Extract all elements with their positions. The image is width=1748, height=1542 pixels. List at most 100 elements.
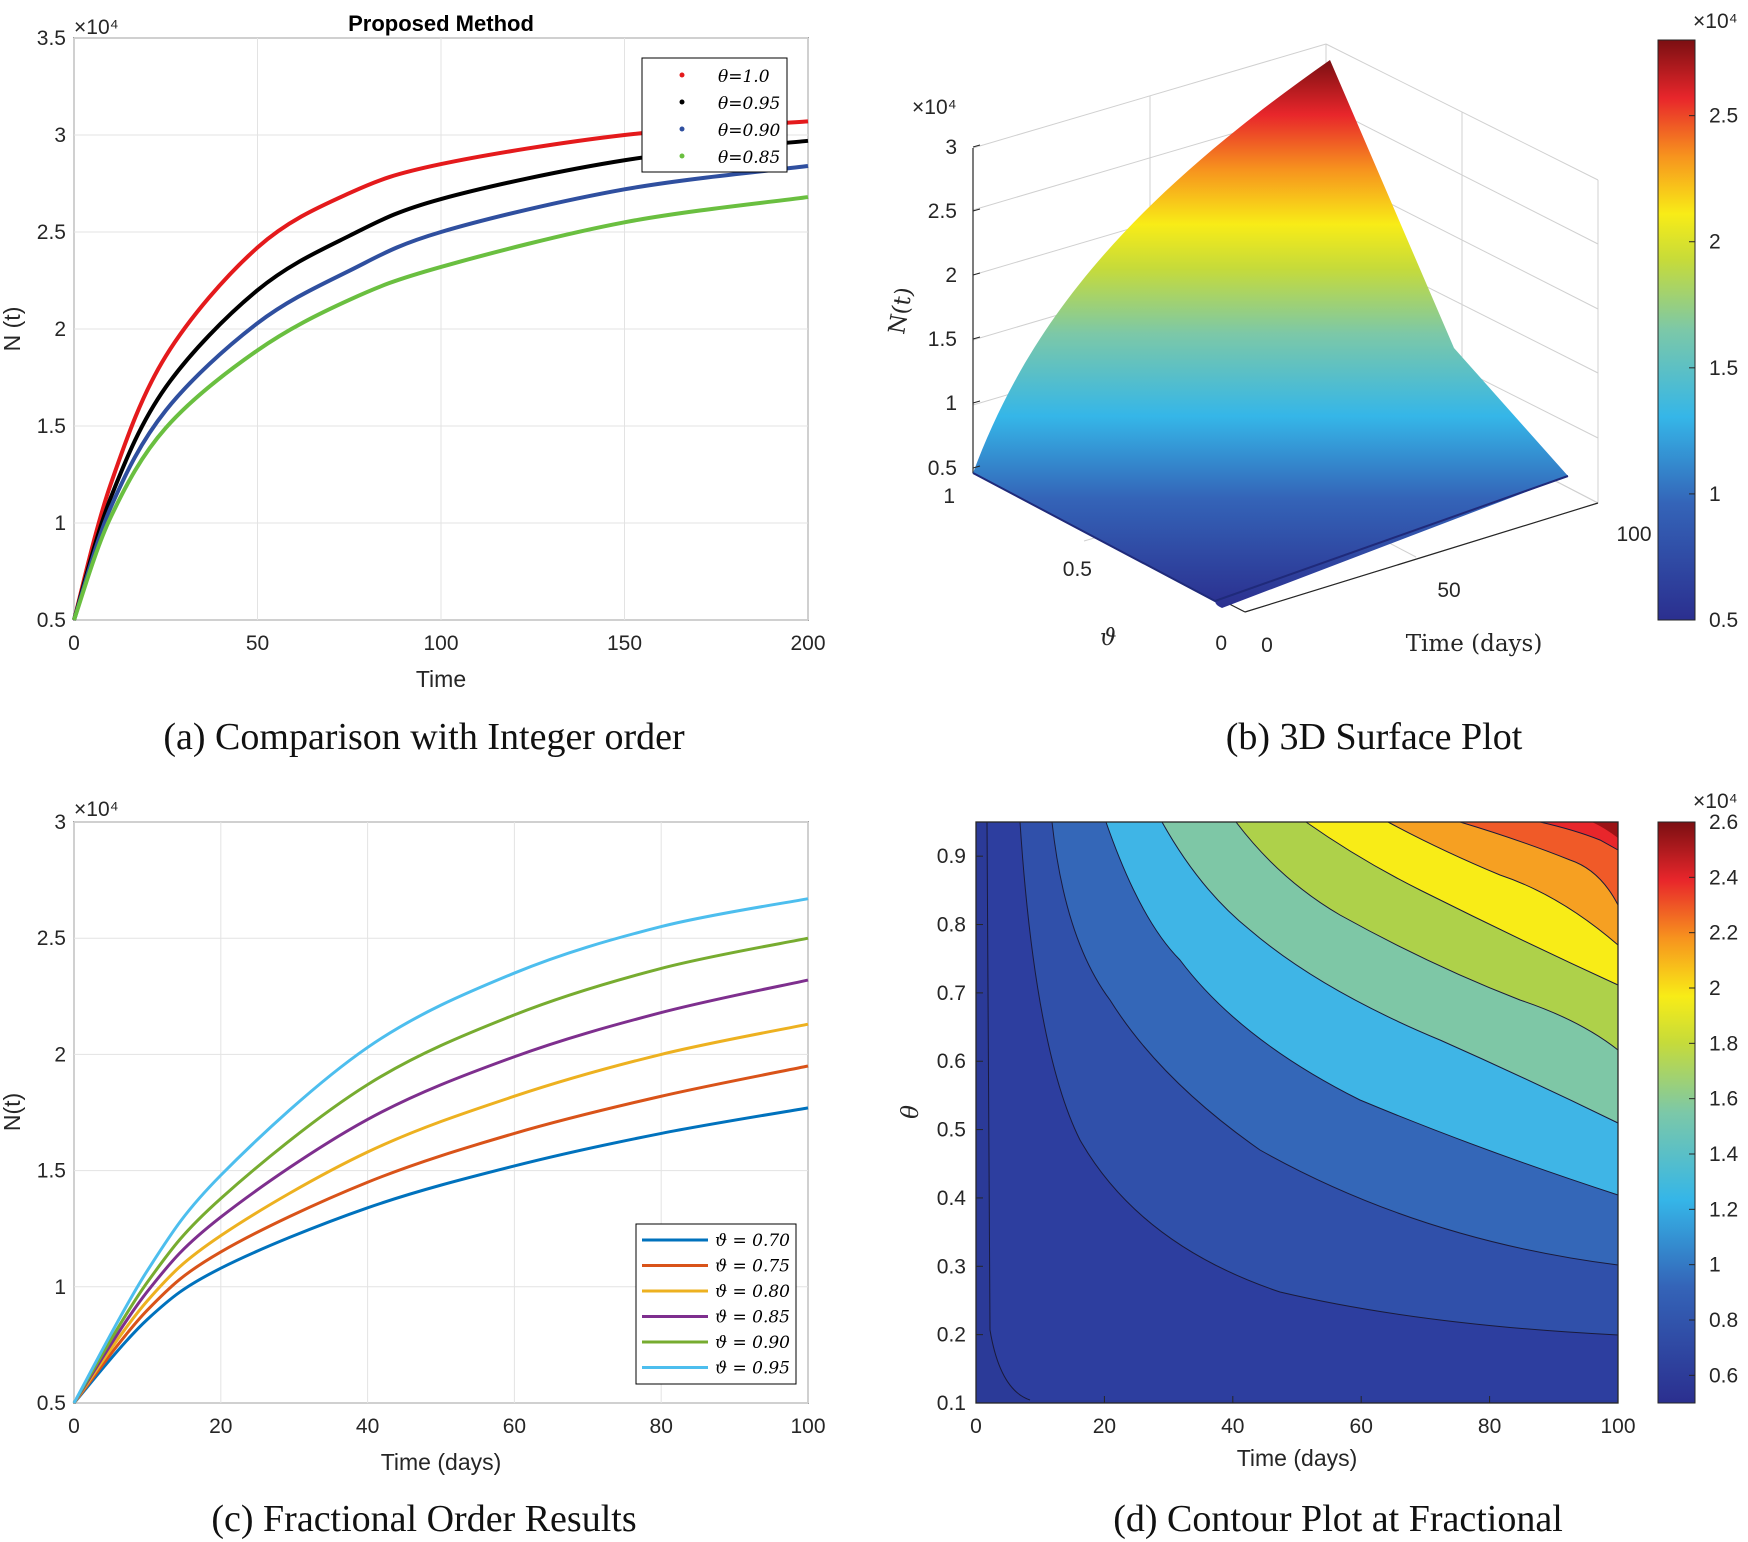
colorbar-tick-label: 1.2 xyxy=(1709,1198,1738,1221)
legend-label: θ=0.95 xyxy=(718,94,780,114)
z-tick-label: 1 xyxy=(945,392,957,415)
panel-a-lines xyxy=(72,119,809,621)
z-tick-label: 0.5 xyxy=(928,457,957,480)
colorbar-tick-label: 2.2 xyxy=(1709,922,1738,945)
legend-label: ϑ = 0.75 xyxy=(715,1257,790,1277)
panel-a-title: Proposed Method xyxy=(348,11,534,36)
panel-c: 0 20 40 60 80 100 0.5 1 1.5 2 2.5 3 ×10⁴ Time (days… xyxy=(0,798,826,1540)
panel-c-ticks: 0 20 40 60 80 100 0.5 1 1.5 2 2.5 3 xyxy=(37,811,826,1438)
x-tick-label: 80 xyxy=(1478,1415,1501,1438)
series-line-0 xyxy=(72,119,809,621)
x-tick-label: 40 xyxy=(356,1415,379,1438)
x-tick-label: 100 xyxy=(423,632,458,655)
x-tick-label: 60 xyxy=(503,1415,526,1438)
panel-d-plot-area xyxy=(975,821,1619,1404)
panel-a-xlabel: Time xyxy=(416,666,466,692)
legend-marker xyxy=(679,126,685,132)
colorbar-tick-label: 2 xyxy=(1709,977,1721,1000)
series-line-1 xyxy=(72,1064,809,1404)
legend-label: ϑ = 0.70 xyxy=(715,1231,790,1251)
panel-d-xlabel: Time (days) xyxy=(1237,1445,1358,1471)
panel-c-exponent: ×10⁴ xyxy=(74,798,119,821)
colorbar-tick-label: 2.6 xyxy=(1709,811,1738,834)
x-tick-label: 0 xyxy=(1261,634,1273,657)
y-tick-label: 1.5 xyxy=(37,415,66,438)
colorbar-tick-label: 1 xyxy=(1709,483,1721,506)
y-tick-label: 1 xyxy=(54,1276,66,1299)
series-line-5 xyxy=(72,897,809,1404)
x-tick-label: 0 xyxy=(68,632,80,655)
panel-d-contour-lines xyxy=(986,821,1619,1401)
panel-a-legend-box xyxy=(641,57,788,173)
panel-d-colorbar xyxy=(1657,821,1696,1404)
x-tick-label: 50 xyxy=(1437,579,1460,602)
legend-marker xyxy=(679,72,685,78)
z-tick-label: 1.5 xyxy=(928,328,957,351)
legend-label: θ=0.85 xyxy=(718,148,780,168)
panel-b: 0.5 1 1.5 2 2.5 3 0 0.5 1 0 50 100 ×10⁴ N(t) ϑ Time… xyxy=(884,10,1738,758)
panel-d-band-10 xyxy=(1540,822,1618,850)
panel-d-colorbar-ticks: 0.6 0.8 1 1.2 1.4 1.6 1.8 2 2.2 2.4 2.6 xyxy=(1689,811,1739,1387)
panel-c-caption: (c) Fractional Order Results xyxy=(211,1498,636,1540)
colorbar-tick-label: 0.5 xyxy=(1709,609,1738,632)
colorbar-tick-label: 1 xyxy=(1709,1254,1721,1277)
panel-a-caption: (a) Comparison with Integer order xyxy=(163,716,685,758)
y-tick-label: 0.5 xyxy=(937,1119,966,1142)
y-tick-label: 2 xyxy=(54,318,66,341)
panel-b-ylabel: ϑ xyxy=(1100,625,1116,651)
y-tick-label: 0.4 xyxy=(937,1187,967,1210)
colorbar-tick-label: 0.6 xyxy=(1709,1364,1738,1387)
y-tick-label: 0.8 xyxy=(937,914,966,937)
y-tick-label: 1 xyxy=(943,485,955,508)
series-line-0 xyxy=(72,1106,809,1404)
legend-marker xyxy=(679,99,685,105)
panel-c-lines xyxy=(72,897,809,1404)
x-tick-label: 0 xyxy=(68,1415,80,1438)
series-line-2 xyxy=(72,1022,809,1404)
series-line-4 xyxy=(72,936,809,1404)
y-tick-label: 0.2 xyxy=(937,1324,966,1347)
legend-label: θ=1.0 xyxy=(718,67,770,87)
z-tick-mark xyxy=(972,336,981,340)
y-tick-label: 0.9 xyxy=(937,845,966,868)
panel-d-caption: (d) Contour Plot at Fractional xyxy=(1113,1498,1563,1540)
panel-d: 0 20 40 60 80 1000.10.20.30.40.50.60.70.80.9 … xyxy=(898,790,1739,1540)
x-tick-label: 100 xyxy=(1616,523,1651,546)
panel-b-exponent: ×10⁴ xyxy=(912,96,957,119)
y-tick-label: 0 xyxy=(1215,632,1227,655)
panel-b-zlabel: N(t) xyxy=(884,285,918,336)
series-line-3 xyxy=(72,195,809,621)
y-tick-label: 0.7 xyxy=(937,982,966,1005)
x-tick-label: 200 xyxy=(790,632,825,655)
colorbar-tick-label: 2.4 xyxy=(1709,866,1739,889)
z-tick-mark xyxy=(972,465,981,469)
z-tick-mark xyxy=(972,400,981,404)
panel-a-legend: θ=1.0 θ=0.95 θ=0.90 θ=0.85 xyxy=(641,57,788,173)
legend-label: ϑ = 0.85 xyxy=(715,1308,790,1328)
y-tick-label: 2 xyxy=(54,1043,66,1066)
series-line-1 xyxy=(72,138,809,621)
panel-c-legend: ϑ = 0.70 ϑ = 0.75 ϑ = 0.80 ϑ = 0.85 ϑ = 0.90… xyxy=(635,1223,797,1385)
x-tick-label: 40 xyxy=(1221,1415,1244,1438)
x-tick-label: 150 xyxy=(607,632,642,655)
y-tick-label: 3.5 xyxy=(37,27,66,50)
panel-b-caption: (b) 3D Surface Plot xyxy=(1226,716,1523,758)
panel-a: 0 50 100 150 200 0.5 1 1.5 2 2.5 3 3.5 ×10⁴ Propose… xyxy=(0,11,826,758)
y-tick-label: 1 xyxy=(54,512,66,535)
y-tick-label: 0.1 xyxy=(937,1392,966,1415)
legend-label: ϑ = 0.80 xyxy=(715,1282,790,1302)
x-tick-label: 20 xyxy=(209,1415,232,1438)
panel-a-ylabel: N (t) xyxy=(0,307,25,352)
y-tick-label: 2.5 xyxy=(37,221,66,244)
y-tick-label: 0.5 xyxy=(1063,558,1092,581)
z-tick-label: 2 xyxy=(945,264,957,287)
z-tick-mark xyxy=(972,208,981,212)
legend-marker xyxy=(679,153,685,159)
panel-c-xlabel: Time (days) xyxy=(381,1449,502,1475)
y-tick-label: 1.5 xyxy=(37,1160,66,1183)
panel-a-exponent: ×10⁴ xyxy=(74,16,119,39)
colorbar-tick-label: 1.6 xyxy=(1709,1088,1738,1111)
panel-b-ticks: 0.5 1 1.5 2 2.5 3 0 0.5 1 0 50 100 xyxy=(928,136,1652,657)
panel-b-colorbar-exponent: ×10⁴ xyxy=(1693,10,1738,33)
